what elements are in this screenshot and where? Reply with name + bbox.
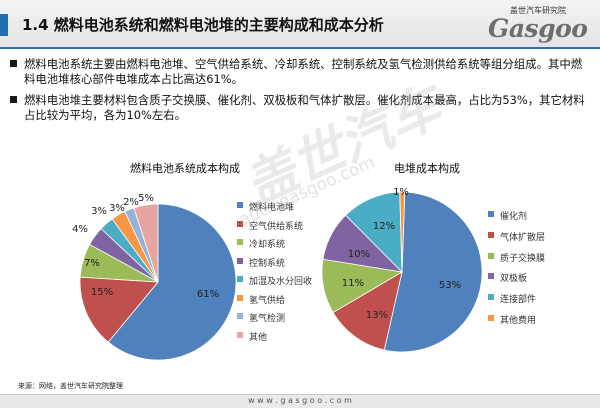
legend-swatch [488, 252, 494, 259]
pie-slice [383, 191, 483, 353]
chart-title-system-cost: 燃料电池系统成本构成 [130, 162, 240, 175]
title-bar [0, 0, 600, 48]
legend-swatch [237, 276, 243, 282]
legend-label: 其他费用 [500, 316, 537, 326]
bullet-text: 燃料电池堆主要材料包含质子交换膜、催化剂、双极板和气体扩散层。催化剂成本最高，占… [24, 93, 585, 122]
pie-slice [79, 276, 159, 343]
pie-value-label: 15% [91, 287, 113, 298]
bullet-text: 燃料电池系统主要由燃料电池堆、空气供给系统、冷却系统、控制系统及氢气检测供给系统… [24, 57, 583, 86]
bullet-item: 燃料电池系统主要由燃料电池堆、空气供给系统、冷却系统、控制系统及氢气检测供给系统… [10, 57, 592, 87]
pie-value-label: 5% [138, 193, 154, 204]
logo-en-text: Gasgoo [488, 14, 588, 43]
legend-swatch [237, 239, 243, 245]
pie-value-label: 10% [348, 249, 370, 260]
legend-label: 双极板 [500, 274, 528, 285]
pie-value-label: 11% [342, 278, 364, 289]
pie-value-label: 12% [373, 221, 395, 232]
pie-slice [133, 203, 159, 283]
legend-swatch [237, 202, 243, 208]
legend-swatch [237, 294, 243, 301]
legend-label: 空气供给系统 [249, 221, 304, 232]
legend-swatch [237, 220, 243, 227]
pie-value-label: 1% [393, 187, 409, 198]
legend-swatch [488, 273, 494, 280]
bullet-item: 燃料电池堆主要材料包含质子交换膜、催化剂、双极板和气体扩散层。催化剂成本最高，占… [10, 93, 592, 123]
source-note: 来源：网络，盖世汽车研究院整理 [18, 382, 123, 390]
pie-value-label: 3% [109, 203, 125, 214]
page-title: 1.4 燃料电池系统和燃料电池堆的主要构成和成本分析 [22, 16, 384, 34]
legend-label: 冷却系统 [249, 240, 286, 250]
gasgoo-logo: 盖世汽车研究院 Gasgoo [488, 5, 596, 45]
legend-label: 氢气供给 [249, 295, 286, 306]
legend-swatch [237, 257, 243, 264]
legend-swatch [488, 211, 494, 217]
legend-swatch [488, 231, 494, 238]
footer-url: w w w . g a s g o o . c o m [248, 396, 352, 405]
legend-label: 加湿及水分回收 [249, 277, 313, 287]
legend-label: 控制系统 [249, 258, 286, 269]
pie-slice [107, 203, 237, 361]
title-divider [0, 47, 600, 49]
title-accent-bar [0, 14, 8, 36]
legend-label: 质子交换膜 [500, 253, 546, 264]
legend-swatch [488, 315, 494, 321]
legend-label: 燃料电池堆 [249, 203, 295, 213]
pie-slice [399, 191, 406, 273]
pie-value-label: 7% [84, 258, 100, 269]
pie-slice [332, 271, 403, 351]
legend-label: 其他 [249, 332, 268, 343]
legend-label: 氢气检测 [249, 314, 286, 324]
pie-value-label: 3% [91, 206, 107, 217]
legend-swatch [237, 331, 243, 338]
pie-value-label: 53% [439, 280, 461, 291]
legend-label: 催化剂 [500, 212, 528, 222]
legend-label: 连接部件 [500, 295, 537, 306]
pie-slice [345, 191, 403, 273]
pie-value-label: 13% [366, 310, 388, 321]
pie-value-label: 2% [123, 197, 139, 208]
chart-title-stack-cost: 电堆成本构成 [394, 162, 460, 175]
bullet-square-icon [10, 96, 17, 103]
legend-swatch [237, 313, 243, 319]
footer-band [0, 394, 600, 408]
legend-swatch [488, 294, 494, 301]
legend-label: 气体扩散层 [500, 232, 546, 243]
logo-cn-text: 盖世汽车研究院 [510, 6, 566, 15]
bullet-square-icon [10, 60, 17, 67]
pie-value-label: 61% [197, 289, 219, 300]
pie-value-label: 4% [72, 224, 88, 235]
